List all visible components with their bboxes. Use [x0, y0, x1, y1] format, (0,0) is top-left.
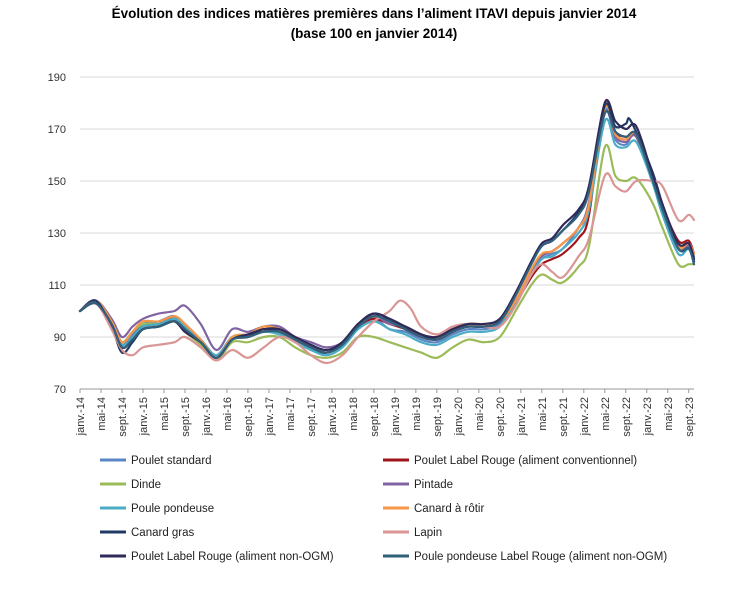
- y-tick-label: 150: [48, 176, 66, 188]
- legend: Poulet standard Poulet Label Rouge (alime…: [100, 455, 667, 563]
- x-tick-label: janv.-17: [264, 397, 276, 436]
- x-tick-label: janv.-16: [201, 397, 213, 436]
- x-tick-label: janv.-20: [453, 397, 465, 436]
- legend-label: Pintade: [414, 479, 453, 491]
- x-tick-label: mai-22: [600, 397, 612, 431]
- x-tick-label: janv.-14: [75, 397, 87, 436]
- legend-label: Poulet Label Rouge (aliment conventionne…: [414, 455, 637, 467]
- chart-title: Évolution des indices matières premières…: [112, 6, 637, 21]
- y-tick-label: 190: [48, 72, 66, 84]
- series-line: [78, 117, 696, 357]
- legend-label: Dinde: [131, 479, 161, 491]
- chart-subtitle: (base 100 en janvier 2014): [291, 26, 458, 41]
- y-tick-label: 170: [48, 124, 66, 136]
- x-tick-label: sept.-14: [117, 397, 129, 437]
- legend-label: Canard à rôtir: [414, 503, 484, 515]
- x-tick-label: mai-14: [96, 397, 108, 431]
- x-tick-label: sept.-17: [306, 397, 318, 437]
- x-tick-label: mai-20: [474, 397, 486, 431]
- legend-label: Poulet standard: [131, 455, 212, 467]
- series-line: [78, 110, 696, 352]
- x-tick-label: janv.-23: [642, 397, 654, 436]
- x-tick-label: sept.-20: [495, 397, 507, 437]
- legend-label: Poulet Label Rouge (aliment non-OGM): [131, 551, 334, 563]
- x-axis: janv.-14 mai-14 sept.-14 janv.-15 mai-15 sept…: [75, 389, 696, 437]
- series-line: [78, 110, 696, 359]
- y-tick-label: 110: [48, 280, 66, 292]
- x-tick-label: janv.-21: [516, 397, 528, 436]
- x-tick-label: janv.-19: [390, 397, 402, 436]
- y-tick-label: 90: [54, 332, 66, 344]
- x-tick-label: sept.-18: [369, 397, 381, 437]
- x-tick-label: sept.-22: [621, 397, 633, 437]
- legend-label: Poule pondeuse: [131, 503, 214, 515]
- y-axis: 70 90 110 130 150 170 190: [48, 72, 66, 396]
- x-tick-label: sept.-21: [558, 397, 570, 437]
- series-lines: [78, 98, 696, 365]
- x-tick-label: janv.-18: [327, 397, 339, 436]
- legend-label: Lapin: [414, 527, 442, 539]
- legend-label: Canard gras: [131, 527, 195, 539]
- y-tick-label: 70: [54, 384, 66, 396]
- x-tick-label: sept.-15: [180, 397, 192, 437]
- x-tick-label: mai-23: [663, 397, 675, 431]
- y-tick-label: 130: [48, 228, 66, 240]
- x-tick-label: mai-16: [222, 397, 234, 431]
- x-tick-label: sept.-23: [684, 397, 696, 437]
- legend-label: Poule pondeuse Label Rouge (aliment non-…: [414, 551, 667, 563]
- x-tick-label: mai-19: [411, 397, 423, 431]
- x-tick-label: janv.-15: [138, 397, 150, 436]
- x-tick-label: janv.-22: [579, 397, 591, 436]
- x-tick-label: mai-15: [159, 397, 171, 431]
- series-line: [78, 172, 696, 365]
- x-tick-label: sept.-19: [432, 397, 444, 437]
- x-tick-label: mai-21: [537, 397, 549, 431]
- x-tick-label: mai-17: [285, 397, 297, 431]
- x-tick-label: sept.-16: [243, 397, 255, 437]
- x-tick-label: mai-18: [348, 397, 360, 431]
